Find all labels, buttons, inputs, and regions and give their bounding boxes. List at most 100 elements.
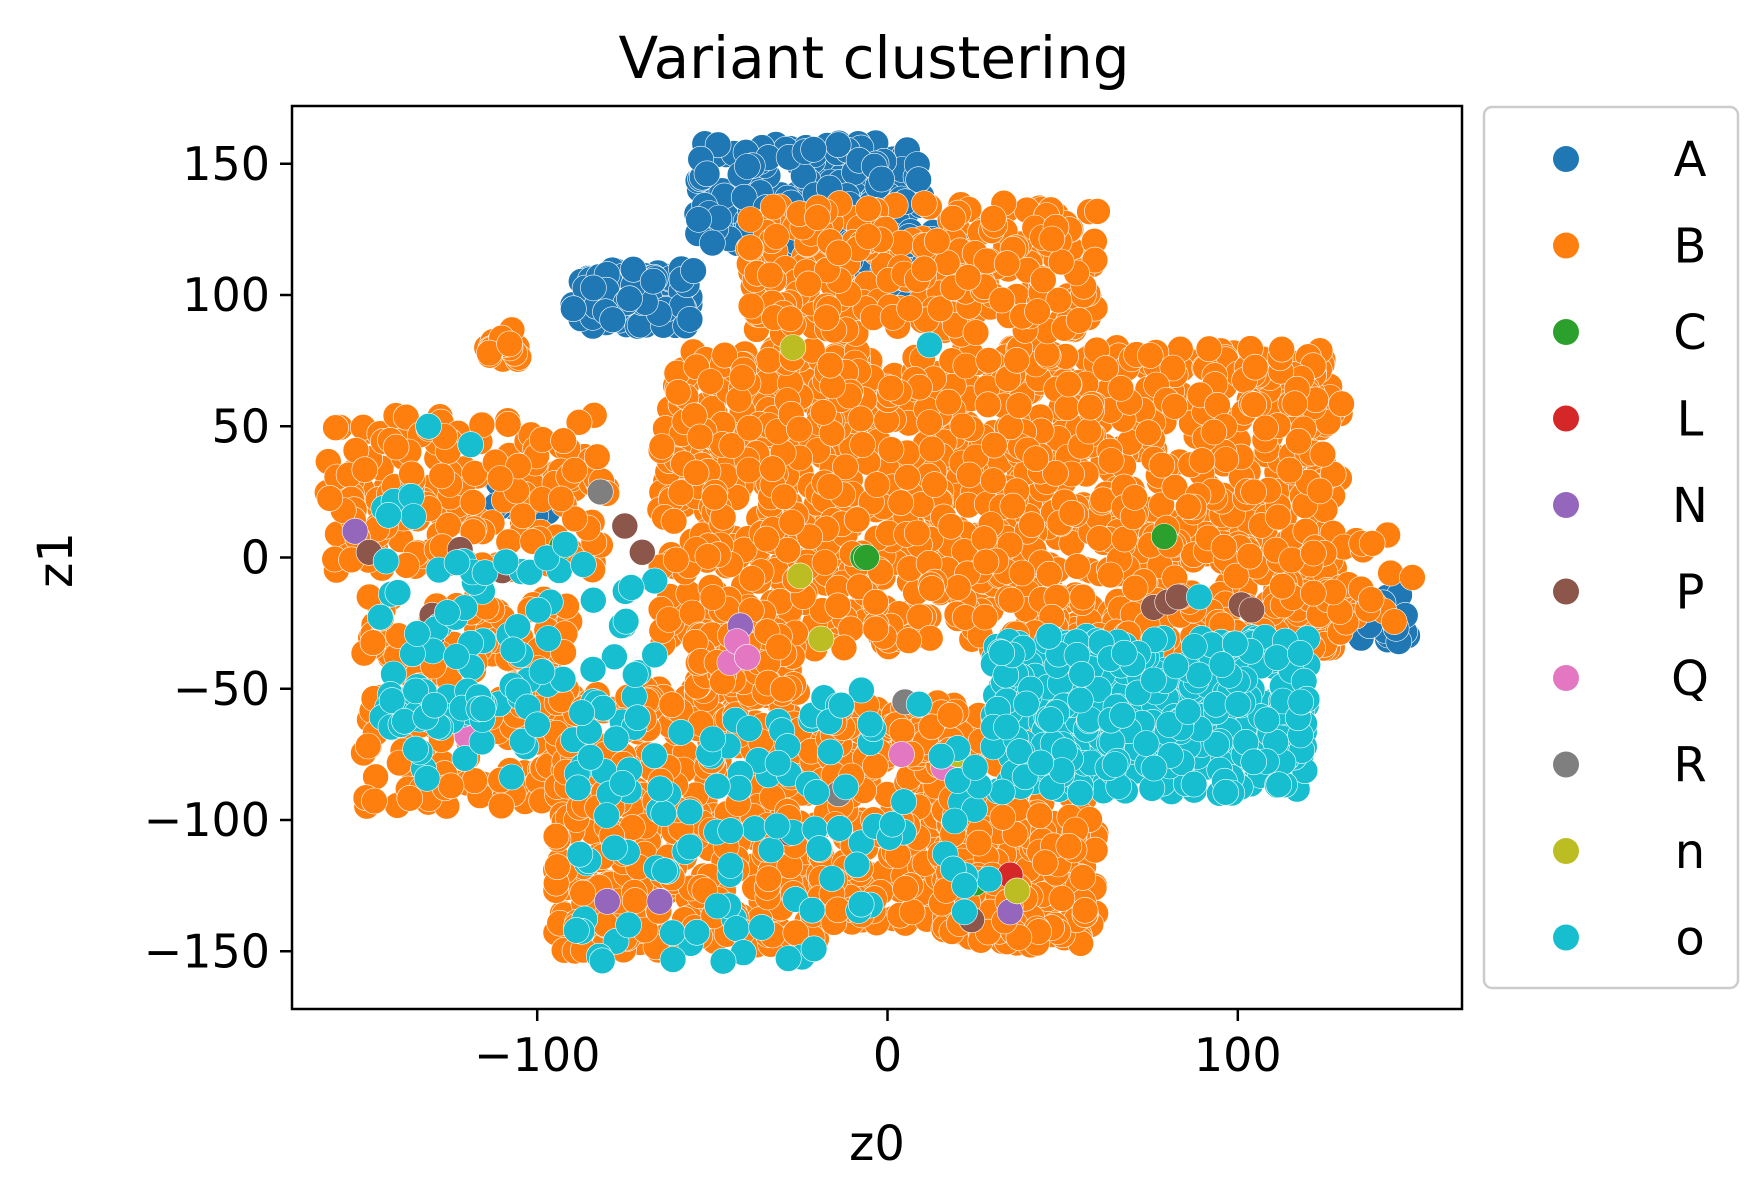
- point-P: [628, 538, 656, 566]
- point-B: [786, 415, 813, 443]
- point-B: [804, 204, 831, 231]
- point-B: [437, 772, 465, 800]
- point-B: [1075, 417, 1103, 445]
- point-o: [650, 800, 678, 827]
- point-B: [694, 543, 722, 570]
- point-B: [1380, 608, 1408, 635]
- point-B: [1036, 560, 1063, 588]
- point-B: [1358, 530, 1386, 557]
- point-o: [1068, 660, 1095, 688]
- point-B: [979, 467, 1007, 494]
- point-B: [816, 473, 844, 500]
- point-B: [664, 378, 692, 406]
- point-B: [965, 829, 993, 857]
- point-o: [659, 946, 687, 973]
- point-o: [1101, 751, 1129, 778]
- legend-marker: [1553, 665, 1579, 691]
- point-B: [1071, 896, 1099, 924]
- point-o: [641, 567, 669, 595]
- point-B: [1210, 533, 1238, 561]
- point-o: [818, 865, 846, 892]
- point-B: [887, 489, 915, 517]
- point-B: [351, 456, 379, 484]
- point-o: [988, 778, 1016, 806]
- point-B: [1121, 574, 1149, 602]
- point-B: [542, 822, 570, 850]
- point-B: [1161, 393, 1188, 420]
- point-A: [800, 136, 827, 163]
- point-B: [736, 414, 763, 442]
- point-B: [910, 255, 938, 283]
- point-B: [660, 507, 688, 535]
- point-B: [863, 471, 891, 498]
- point-o: [890, 788, 918, 816]
- point-o: [570, 551, 597, 578]
- legend-marker: [1553, 492, 1579, 518]
- point-B: [487, 792, 515, 820]
- chart-title: Variant clustering: [618, 24, 1129, 92]
- point-A: [693, 160, 721, 188]
- point-C: [1150, 523, 1178, 550]
- point-o: [1240, 748, 1267, 776]
- point-C: [853, 544, 880, 571]
- point-o: [1162, 652, 1190, 680]
- point-B: [686, 423, 714, 451]
- point-B: [583, 443, 611, 471]
- point-B: [1328, 390, 1355, 418]
- point-B: [1065, 307, 1093, 334]
- point-B: [910, 190, 938, 217]
- point-o: [457, 431, 485, 458]
- point-B: [1240, 391, 1268, 418]
- point-o: [927, 742, 955, 770]
- point-B: [543, 853, 571, 881]
- point-B: [1038, 225, 1066, 253]
- legend-label: o: [1675, 911, 1704, 967]
- legend-label: B: [1674, 219, 1707, 275]
- point-o: [563, 917, 590, 944]
- point-B: [877, 436, 905, 463]
- point-B: [459, 488, 487, 516]
- point-o: [621, 661, 649, 688]
- point-B: [382, 433, 410, 461]
- y-tick-label: 50: [211, 399, 270, 453]
- x-axis-label: z0: [849, 1116, 905, 1172]
- point-B: [816, 351, 844, 379]
- point-B: [811, 549, 839, 576]
- point-o: [434, 599, 461, 626]
- point-B: [1377, 559, 1404, 587]
- point-B: [862, 615, 890, 643]
- point-B: [979, 205, 1007, 232]
- point-B: [1055, 370, 1082, 398]
- legend-label: N: [1672, 478, 1708, 534]
- legend-label: A: [1674, 132, 1707, 188]
- point-B: [547, 485, 575, 513]
- point-B: [974, 391, 1002, 419]
- point-o: [384, 579, 412, 606]
- point-o: [617, 574, 645, 601]
- point-B: [862, 588, 890, 616]
- point-o: [717, 852, 744, 879]
- point-B: [824, 592, 852, 620]
- point-B: [1048, 885, 1076, 912]
- point-o: [1111, 639, 1138, 667]
- point-B: [1200, 418, 1228, 446]
- point-o: [667, 719, 695, 746]
- point-P: [611, 512, 639, 540]
- point-B: [701, 483, 728, 511]
- legend-marker: [1553, 232, 1579, 259]
- point-B: [847, 405, 875, 433]
- point-B: [648, 433, 676, 460]
- point-B: [361, 787, 388, 815]
- point-o: [534, 625, 562, 652]
- point-B: [428, 462, 456, 490]
- point-N: [593, 888, 621, 915]
- point-B: [398, 460, 425, 488]
- point-B: [1252, 414, 1279, 442]
- point-o: [577, 743, 604, 771]
- point-B: [895, 627, 923, 654]
- point-Q: [888, 741, 915, 768]
- legend-marker: [1553, 924, 1579, 951]
- point-o: [579, 656, 607, 683]
- point-B: [396, 784, 424, 812]
- point-n: [807, 625, 835, 653]
